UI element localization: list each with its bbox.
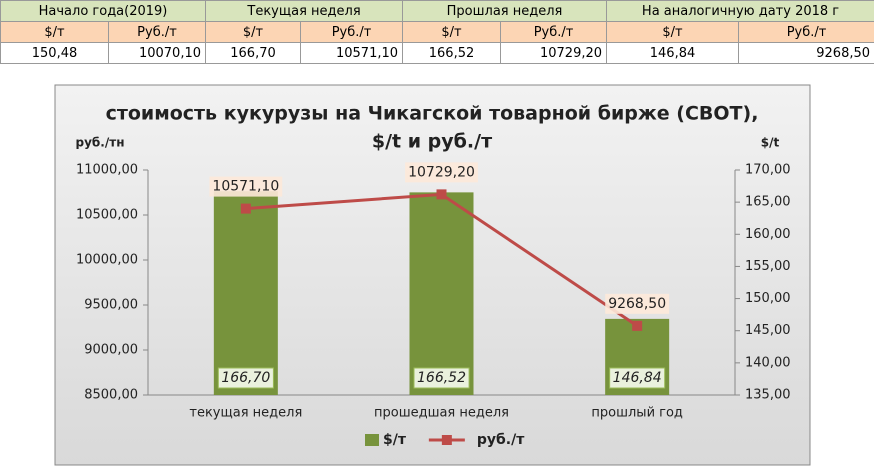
- header-row: Начало года(2019) Текущая неделя Прошлая…: [0, 0, 874, 22]
- y-axis-label: руб./тн: [76, 136, 125, 150]
- legend-label: $/т: [383, 432, 407, 448]
- data-label-box: [605, 293, 670, 314]
- data-cell: 166,70: [205, 42, 301, 64]
- data-cell: 10571,10: [299, 42, 404, 64]
- subheader-cell: Руб./т: [108, 21, 206, 43]
- data-label: 10571,10: [212, 179, 279, 195]
- chart-title: $/t и руб./т: [372, 131, 492, 153]
- y-tick-label: 11000,00: [76, 163, 138, 178]
- subheader-row: $/т Руб./т $/т Руб./т $/т Руб./т $/т Руб./т: [0, 21, 874, 43]
- data-cell: 166,52: [402, 42, 502, 64]
- y-tick-label: 9000,00: [84, 343, 138, 358]
- x-tick-label: текущая неделя: [189, 406, 302, 421]
- summary-table: Начало года(2019) Текущая неделя Прошлая…: [0, 0, 874, 64]
- y-tick-label: 9500,00: [84, 298, 138, 313]
- data-cell: 9268,50: [738, 42, 874, 64]
- data-label-box: [413, 367, 470, 389]
- subheader-cell: $/т: [402, 21, 502, 43]
- y-tick-label: 10000,00: [76, 253, 138, 268]
- data-label-box: [209, 176, 283, 197]
- legend-label: руб./т: [477, 432, 525, 448]
- bar: [409, 192, 474, 395]
- subheader-cell: Руб./т: [738, 21, 874, 43]
- data-label-box: [217, 367, 274, 389]
- data-cell: 10729,20: [500, 42, 608, 64]
- subheader-cell: Руб./т: [299, 21, 404, 43]
- x-tick-label: прошлый год: [591, 406, 683, 421]
- subheader-cell: $/т: [0, 21, 109, 43]
- header-cell: Прошлая неделя: [402, 0, 608, 22]
- data-cell: 150,48: [0, 42, 109, 64]
- header-cell: На аналогичную дату 2018 г: [606, 0, 874, 22]
- data-cell: 146,84: [606, 42, 740, 64]
- marker: [436, 189, 447, 200]
- data-label: 9268,50: [608, 296, 666, 312]
- subheader-cell: Руб./т: [500, 21, 608, 43]
- data-label: 146,84: [613, 370, 662, 386]
- x-tick-label: прошедшая неделя: [374, 406, 509, 421]
- legend-swatch: [365, 434, 379, 446]
- y-tick-label: 8500,00: [84, 388, 138, 403]
- legend-swatch: [441, 435, 452, 445]
- y2-tick-label: 145,00: [745, 323, 791, 338]
- chart-title: стоимость кукурузы на Чикагской товарной…: [106, 103, 759, 125]
- y2-tick-label: 140,00: [745, 355, 791, 370]
- chart: стоимость кукурузы на Чикагской товарной…: [54, 84, 811, 466]
- y2-tick-label: 160,00: [745, 227, 791, 242]
- subheader-cell: $/т: [205, 21, 301, 43]
- y2-tick-label: 135,00: [745, 388, 791, 403]
- y-tick-label: 10500,00: [76, 208, 138, 223]
- header-cell: Текущая неделя: [204, 0, 404, 22]
- data-label-box: [609, 367, 666, 389]
- y2-axis-label: $/t: [761, 136, 780, 150]
- header-cell: Начало года(2019): [0, 0, 206, 22]
- marker: [240, 203, 251, 214]
- data-cell: 10070,10: [108, 42, 206, 64]
- y2-tick-label: 170,00: [745, 163, 791, 178]
- marker: [632, 320, 643, 331]
- y2-tick-label: 155,00: [745, 259, 791, 274]
- data-label: 166,70: [221, 370, 270, 386]
- y2-tick-label: 165,00: [745, 195, 791, 210]
- bar: [213, 191, 278, 395]
- data-label-box: [405, 162, 478, 183]
- data-row: 150,48 10070,10 166,70 10571,10 166,52 10729,…: [0, 42, 874, 64]
- y2-tick-label: 150,00: [745, 291, 791, 306]
- data-label: 166,52: [417, 370, 466, 386]
- subheader-cell: $/т: [606, 21, 740, 43]
- data-label: 10729,20: [408, 164, 475, 180]
